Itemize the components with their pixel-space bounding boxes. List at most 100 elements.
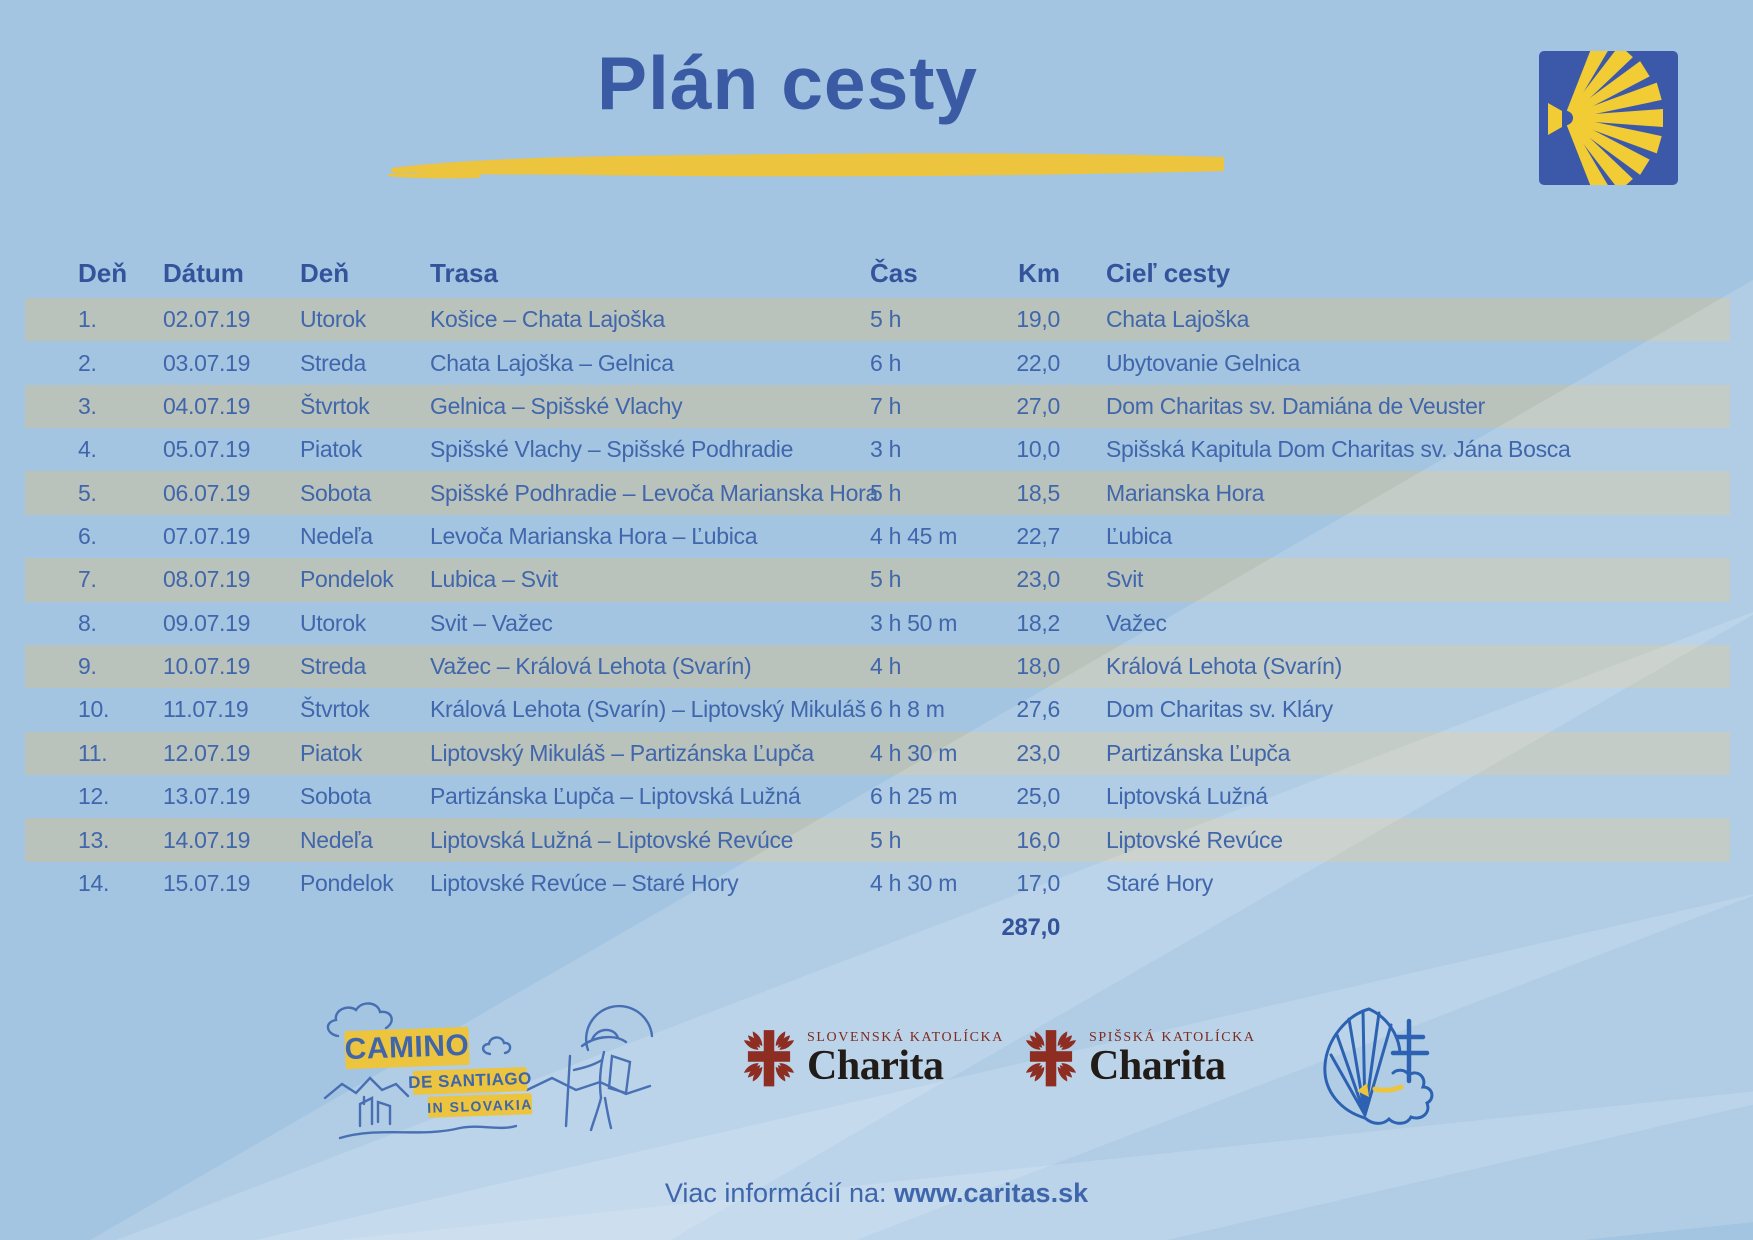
cell-weekday: Piatok bbox=[300, 436, 363, 463]
cell-destination: Dom Charitas sv. Damiána de Veuster bbox=[1106, 392, 1485, 419]
cell-day-number: 10. bbox=[78, 696, 110, 723]
cell-route: Králová Lehota (Svarín) – Liptovský Miku… bbox=[430, 696, 866, 723]
table-row: 13. 14.07.19 Nedeľa Liptovská Lužná – Lipto… bbox=[25, 818, 1730, 861]
cell-km: 18,5 bbox=[1016, 479, 1060, 506]
cell-route: Chata Lajoška – Gelnica bbox=[430, 349, 674, 376]
cell-time: 4 h 45 m bbox=[870, 522, 958, 549]
camino-shell-rays-icon bbox=[1539, 51, 1678, 185]
header-destination: Cieľ cesty bbox=[1106, 258, 1231, 288]
cell-date: 09.07.19 bbox=[163, 609, 251, 636]
cell-day-number: 13. bbox=[78, 826, 110, 853]
table-row: 12. 13.07.19 Sobota Partizánska Ľupča – Lip… bbox=[25, 775, 1730, 818]
cell-destination: Ubytovanie Gelnica bbox=[1106, 349, 1301, 376]
cell-time: 5 h bbox=[870, 306, 902, 333]
table-total-row: 287,0 bbox=[25, 906, 1730, 949]
table-row: 10. 11.07.19 Štvrtok Králová Lehota (Svarín… bbox=[25, 688, 1730, 731]
cell-time: 4 h 30 m bbox=[870, 869, 958, 896]
cell-weekday: Sobota bbox=[300, 479, 372, 506]
cell-weekday: Nedeľa bbox=[300, 522, 373, 549]
cell-weekday: Utorok bbox=[300, 609, 366, 636]
table-row: 1. 02.07.19 Utorok Košice – Chata Lajoška 5 … bbox=[25, 298, 1730, 341]
cell-date: 14.07.19 bbox=[163, 826, 251, 853]
cell-route: Košice – Chata Lajoška bbox=[430, 306, 666, 333]
caritas-cross-icon bbox=[743, 1030, 795, 1087]
caritas-cross-icon bbox=[1025, 1030, 1077, 1087]
cell-date: 06.07.19 bbox=[163, 479, 251, 506]
cell-date: 05.07.19 bbox=[163, 436, 251, 463]
row-stripe bbox=[25, 731, 1730, 775]
header-km: Km bbox=[1018, 258, 1060, 288]
cell-day-number: 8. bbox=[78, 609, 97, 636]
cell-weekday: Pondelok bbox=[300, 566, 394, 593]
charita-spisska-logo: SPIŠSKÁ KATOLÍCKA Charita bbox=[1022, 1027, 1256, 1093]
footer-link[interactable]: www.caritas.sk bbox=[894, 1178, 1089, 1208]
cell-time: 6 h 8 m bbox=[870, 696, 945, 723]
header-route: Trasa bbox=[430, 258, 498, 288]
total-km-value: 287,0 bbox=[1001, 913, 1060, 941]
header-time: Čas bbox=[870, 258, 918, 288]
camino-shell-cross-icon bbox=[1323, 1007, 1434, 1125]
cell-date: 07.07.19 bbox=[163, 522, 251, 549]
cell-destination: Liptovská Lužná bbox=[1106, 783, 1268, 810]
cell-destination: Važec bbox=[1106, 609, 1167, 636]
cell-weekday: Štvrtok bbox=[300, 696, 370, 723]
cell-route: Spišské Vlachy – Spišské Podhradie bbox=[430, 436, 794, 463]
cell-day-number: 4. bbox=[78, 436, 97, 463]
cell-day-number: 6. bbox=[78, 522, 97, 549]
camino-logo-line3: IN SLOVAKIA bbox=[427, 1093, 533, 1118]
row-stripe bbox=[25, 558, 1730, 602]
cell-km: 27,0 bbox=[1016, 392, 1060, 419]
camino-logo-line1: CAMINO bbox=[344, 1026, 470, 1070]
cell-time: 3 h bbox=[870, 436, 902, 463]
cell-weekday: Piatok bbox=[300, 739, 363, 766]
cell-destination: Partizánska Ľupča bbox=[1106, 739, 1291, 766]
cell-route: Partizánska Ľupča – Liptovská Lužná bbox=[430, 783, 801, 810]
cell-day-number: 9. bbox=[78, 653, 97, 680]
cell-weekday: Utorok bbox=[300, 306, 366, 333]
header-weekday: Deň bbox=[300, 258, 350, 288]
table-row: 2. 03.07.19 Streda Chata Lajoška – Gelnica 6… bbox=[25, 341, 1730, 384]
cell-destination: Svit bbox=[1106, 566, 1144, 593]
cell-km: 17,0 bbox=[1016, 869, 1060, 896]
cell-km: 23,0 bbox=[1016, 566, 1060, 593]
header-date: Dátum bbox=[163, 258, 244, 288]
footer: Viac informácií na: www.caritas.sk bbox=[0, 1178, 1753, 1209]
cell-weekday: Streda bbox=[300, 349, 366, 376]
charita-slovenska-logo: SLOVENSKÁ KATOLÍCKA Charita bbox=[740, 1027, 1004, 1093]
cell-weekday: Nedeľa bbox=[300, 826, 373, 853]
cell-destination: Marianska Hora bbox=[1106, 479, 1265, 506]
cell-km: 27,6 bbox=[1016, 696, 1060, 723]
table-header-row: Deň Dátum Deň Trasa Čas Km Cieľ cesty bbox=[25, 226, 1730, 298]
cell-destination: Dom Charitas sv. Kláry bbox=[1106, 696, 1333, 723]
cell-km: 22,7 bbox=[1016, 522, 1060, 549]
cell-km: 10,0 bbox=[1016, 436, 1060, 463]
table-row: 6. 07.07.19 Nedeľa Levoča Marianska Hora – … bbox=[25, 515, 1730, 558]
cell-route: Lubica – Svit bbox=[430, 566, 558, 593]
table-row: 4. 05.07.19 Piatok Spišské Vlachy – Spišské… bbox=[25, 428, 1730, 471]
cell-route: Liptovská Lužná – Liptovské Revúce bbox=[430, 826, 794, 853]
cell-date: 13.07.19 bbox=[163, 783, 251, 810]
cell-weekday: Streda bbox=[300, 653, 366, 680]
cell-date: 08.07.19 bbox=[163, 566, 251, 593]
row-stripe bbox=[25, 298, 1730, 342]
cell-time: 5 h bbox=[870, 566, 902, 593]
cell-time: 4 h bbox=[870, 653, 902, 680]
cell-route: Svit – Važec bbox=[430, 609, 553, 636]
row-stripe bbox=[25, 818, 1730, 862]
cell-time: 6 h 25 m bbox=[870, 783, 958, 810]
cell-destination: Ľubica bbox=[1106, 522, 1172, 549]
header-day-number: Deň bbox=[78, 258, 128, 288]
cell-day-number: 14. bbox=[78, 869, 110, 896]
cell-date: 03.07.19 bbox=[163, 349, 251, 376]
cell-day-number: 2. bbox=[78, 349, 97, 376]
cell-destination: Spišská Kapitula Dom Charitas sv. Jána B… bbox=[1106, 436, 1571, 463]
cell-km: 18,0 bbox=[1016, 653, 1060, 680]
table-row: 5. 06.07.19 Sobota Spišské Podhradie – Levo… bbox=[25, 471, 1730, 514]
cell-day-number: 3. bbox=[78, 392, 97, 419]
row-stripe bbox=[25, 644, 1730, 689]
cell-time: 7 h bbox=[870, 392, 902, 419]
camino-logo-line2: DE SANTIAGO bbox=[408, 1067, 532, 1095]
cell-time: 5 h bbox=[870, 826, 902, 853]
